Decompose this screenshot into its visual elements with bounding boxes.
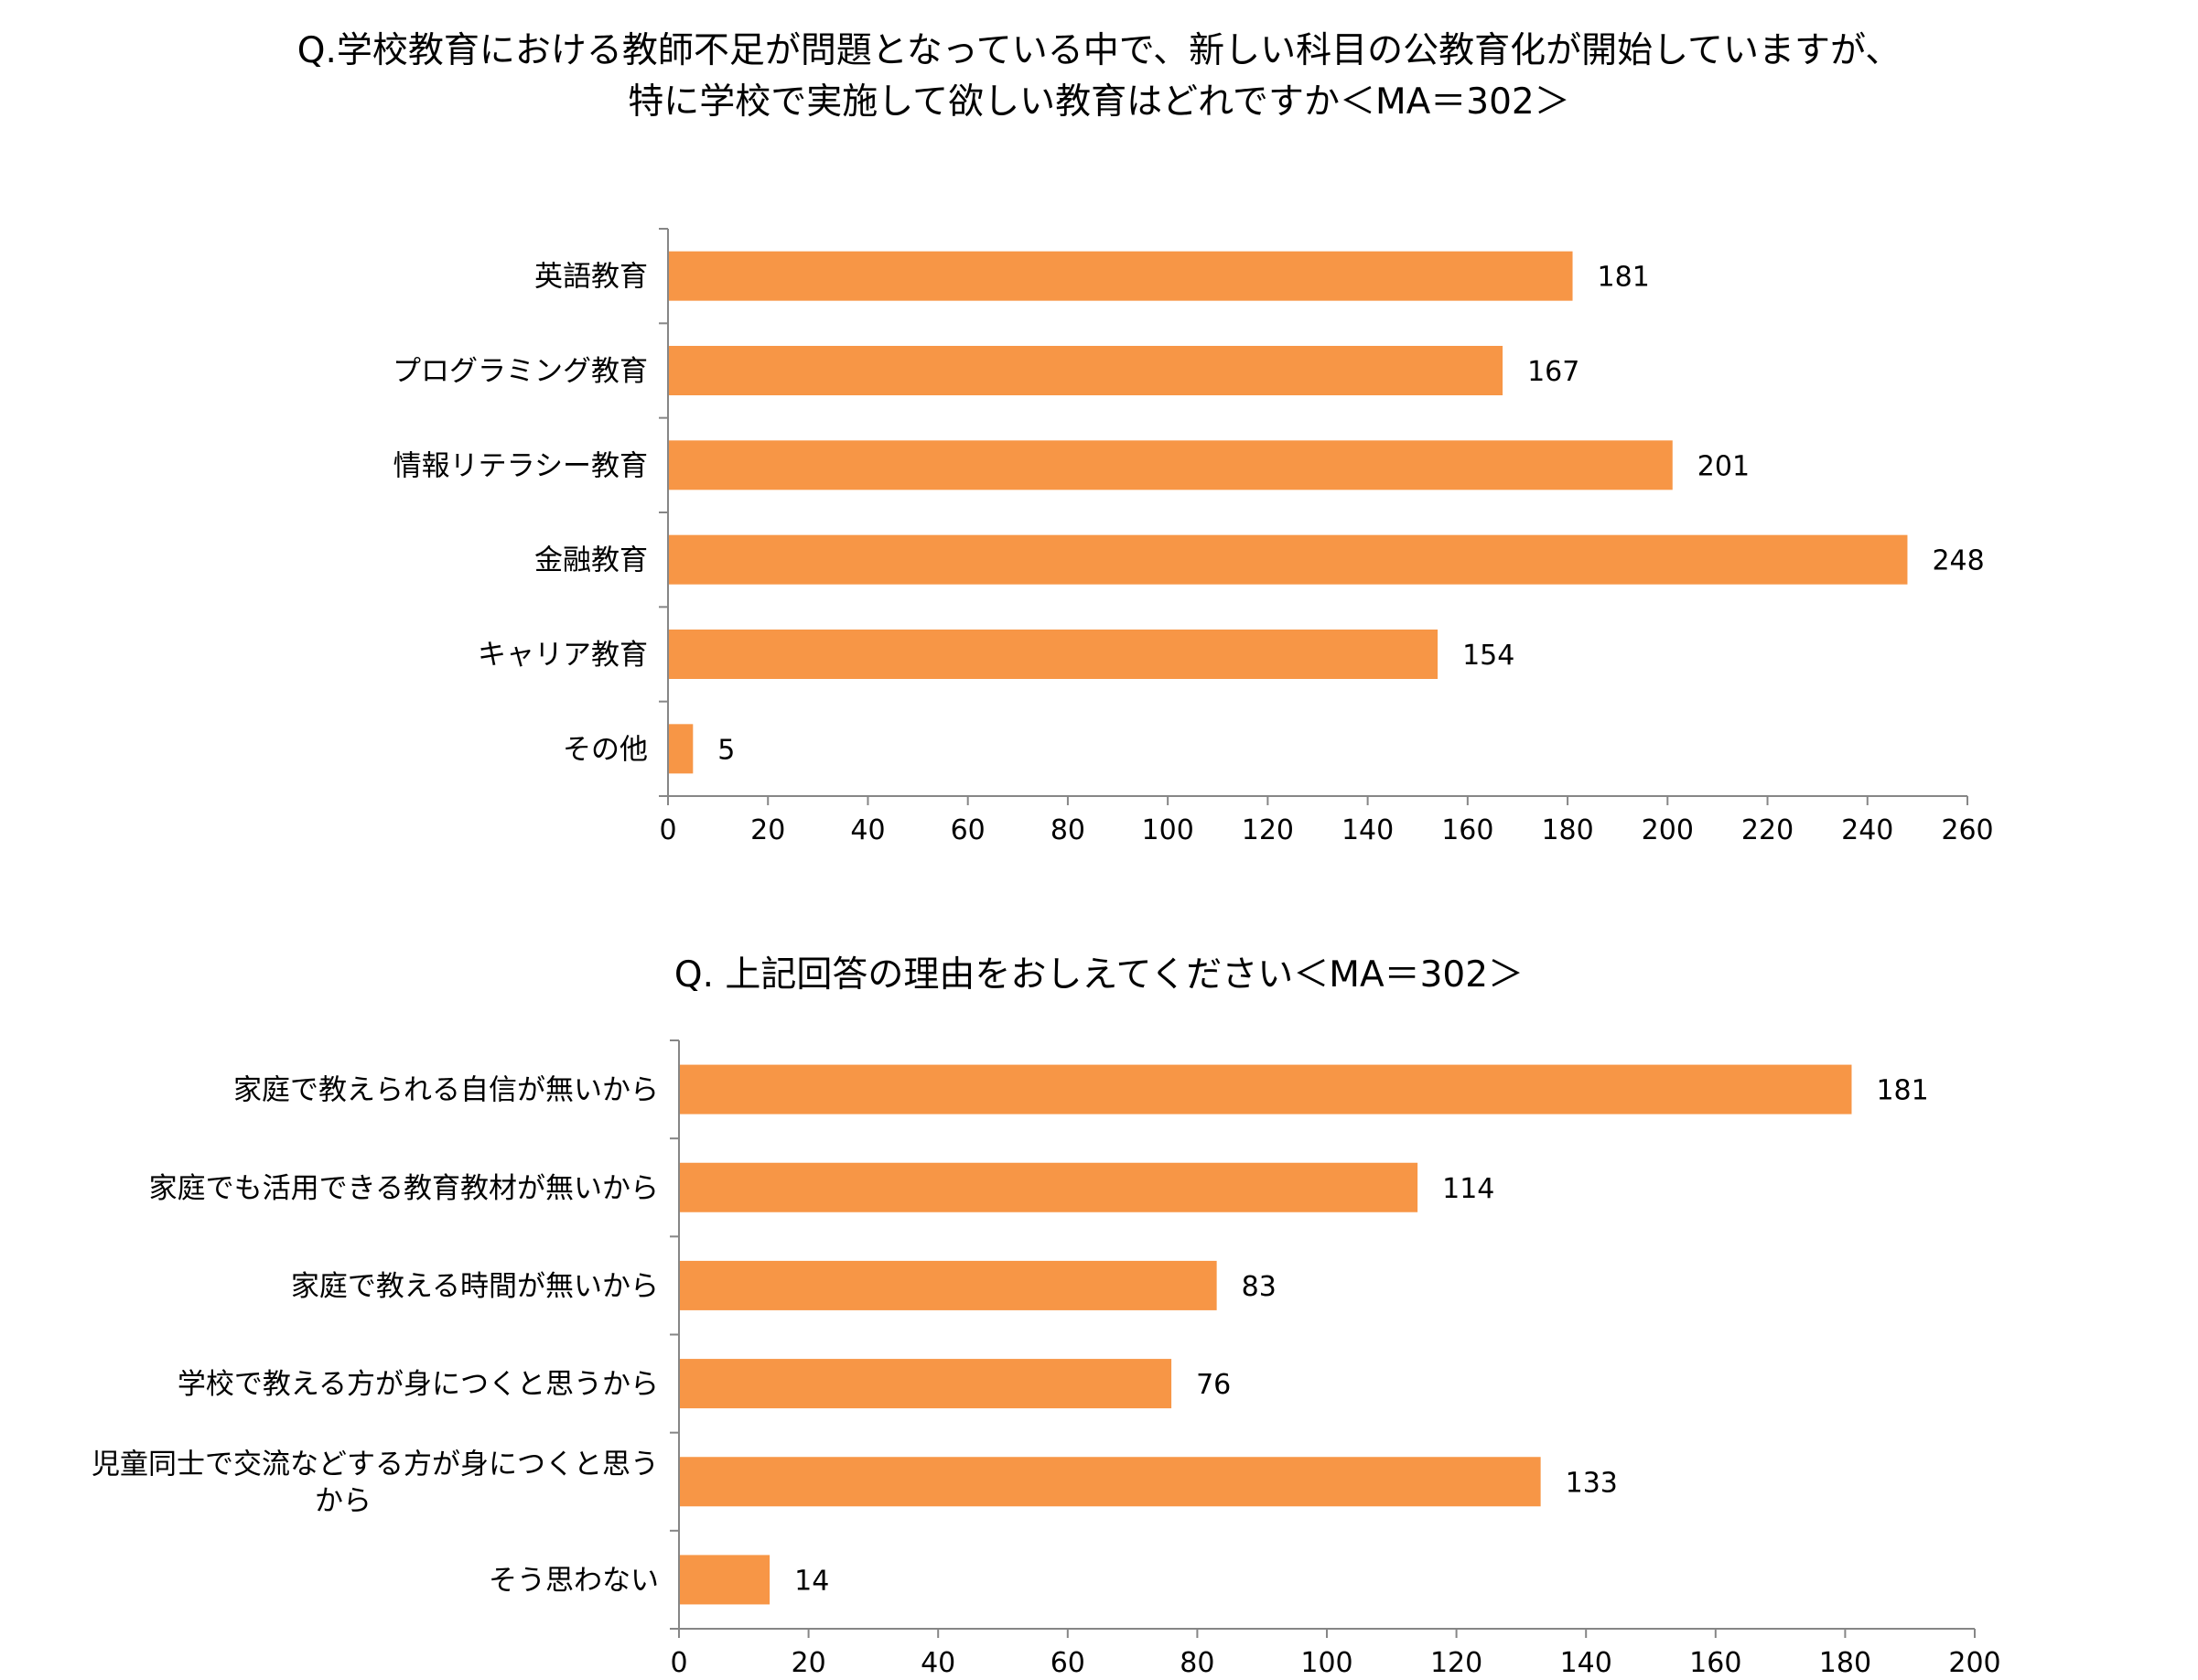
chart2-x-tick-label: 20 bbox=[792, 1647, 826, 1679]
chart1-bar bbox=[669, 251, 1573, 301]
chart1-category-label: 情報リテラシー教育 bbox=[393, 449, 648, 482]
chart1-x-tick-label: 240 bbox=[1841, 814, 1893, 846]
chart2-category-label: 児童同士で交流などする方が身につくと思う bbox=[92, 1448, 659, 1481]
chart1-category-label: 英語教育 bbox=[534, 261, 648, 294]
chart2-x-tick-label: 80 bbox=[1180, 1647, 1214, 1679]
chart1-bar bbox=[669, 534, 1908, 585]
chart2-bar bbox=[680, 1457, 1541, 1507]
chart1-bar-value-label: 154 bbox=[1462, 640, 1514, 672]
chart2-bar-value-label: 76 bbox=[1196, 1369, 1231, 1401]
chart2-category-label: 家庭で教えられる自信が無いから bbox=[233, 1074, 659, 1107]
chart1-bar-value-label: 181 bbox=[1598, 262, 1650, 294]
chart2-bar bbox=[680, 1162, 1418, 1212]
chart2-bar-value-label: 83 bbox=[1242, 1271, 1277, 1303]
chart1-bar bbox=[669, 440, 1673, 490]
chart1-x-tick-label: 140 bbox=[1341, 814, 1394, 846]
chart1-category-label: キャリア教育 bbox=[478, 639, 648, 672]
chart1-bar bbox=[669, 346, 1503, 395]
chart1-x-tick-label: 160 bbox=[1441, 814, 1493, 846]
chart1-x-tick-label: 20 bbox=[750, 814, 785, 846]
chart1-x-tick-label: 40 bbox=[850, 814, 885, 846]
chart2-x-tick-label: 200 bbox=[1948, 1647, 2000, 1679]
chart2-bar-value-label: 181 bbox=[1876, 1075, 1928, 1107]
chart1-bar-value-label: 248 bbox=[1932, 545, 1984, 577]
chart2-x-tick-label: 160 bbox=[1689, 1647, 1741, 1679]
chart2-x-tick-label: 60 bbox=[1051, 1647, 1085, 1679]
chart1-x-tick-label: 60 bbox=[951, 814, 986, 846]
chart1-category-label: 金融教育 bbox=[534, 544, 648, 577]
chart1-x-tick-label: 120 bbox=[1242, 814, 1294, 846]
chart2-bar bbox=[680, 1555, 770, 1605]
chart2-bar bbox=[680, 1359, 1172, 1409]
chart1-bar-value-label: 5 bbox=[717, 734, 735, 766]
chart2-x-tick-label: 140 bbox=[1560, 1647, 1612, 1679]
chart2-bar-value-label: 14 bbox=[794, 1565, 829, 1597]
chart2-category-label: 家庭でも活用できる教育教材が無いから bbox=[149, 1172, 659, 1205]
chart1-category-label: プログラミング教育 bbox=[393, 355, 648, 388]
chart1-x-tick-label: 220 bbox=[1741, 814, 1794, 846]
chart1-x-tick-label: 200 bbox=[1642, 814, 1694, 846]
chart2-x-tick-label: 100 bbox=[1300, 1647, 1352, 1679]
chart2-bar bbox=[680, 1064, 1852, 1115]
chart1-x-tick-label: 260 bbox=[1941, 814, 1993, 846]
chart2-bar-value-label: 133 bbox=[1566, 1467, 1618, 1499]
chart2-category-label-continuation: から bbox=[315, 1484, 372, 1517]
chart1-category-label: その他 bbox=[563, 733, 648, 766]
chart1-x-tick-label: 180 bbox=[1541, 814, 1593, 846]
chart1-bar-value-label: 201 bbox=[1697, 450, 1750, 482]
chart1-x-tick-label: 80 bbox=[1051, 814, 1085, 846]
chart2-category-label: そう思わない bbox=[489, 1564, 659, 1597]
chart2-x-tick-label: 120 bbox=[1430, 1647, 1482, 1679]
chart1-title-line-2: 特に学校で実施して欲しい教育はどれですか＜MA＝302＞ bbox=[628, 81, 1570, 123]
chart1-bar bbox=[669, 724, 694, 774]
chart1-x-tick-label: 100 bbox=[1142, 814, 1194, 846]
chart1-bar-value-label: 167 bbox=[1527, 356, 1579, 388]
chart2-title: Q. 上記回答の理由をおしえてください＜MA＝302＞ bbox=[0, 950, 2198, 1001]
chart2-x-tick-label: 40 bbox=[921, 1647, 955, 1679]
chart2-bar-value-label: 114 bbox=[1442, 1173, 1494, 1205]
chart1-title: Q.学校教育における教師不足が問題となっている中で、新しい科目の公教育化が開始し… bbox=[0, 26, 2198, 128]
chart2-category-label: 学校で教える方が身につくと思うから bbox=[178, 1368, 659, 1401]
chart2-x-tick-label: 180 bbox=[1819, 1647, 1871, 1679]
chart2-x-tick-label: 0 bbox=[670, 1647, 687, 1679]
chart1-title-line-1: Q.学校教育における教師不足が問題となっている中で、新しい科目の公教育化が開始し… bbox=[296, 30, 1902, 71]
chart1-bar bbox=[669, 630, 1438, 679]
chart2-category-label: 家庭で教える時間が無いから bbox=[291, 1270, 659, 1303]
chart1-x-tick-label: 0 bbox=[659, 814, 676, 846]
chart2-title-line-1: Q. 上記回答の理由をおしえてください＜MA＝302＞ bbox=[673, 954, 1525, 996]
chart2-bar bbox=[680, 1260, 1217, 1310]
